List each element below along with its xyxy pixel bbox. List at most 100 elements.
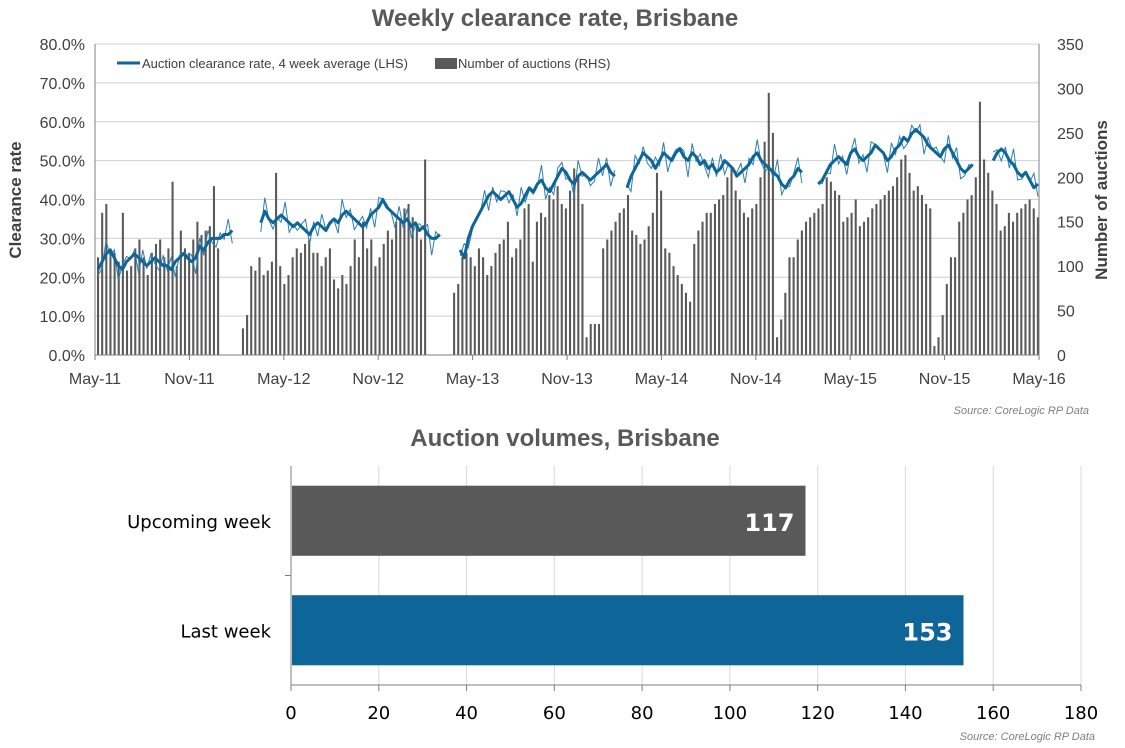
auction-bar	[631, 230, 634, 355]
auction-bar	[515, 248, 518, 355]
auction-bar	[929, 208, 932, 355]
auction-bar	[639, 243, 642, 355]
auction-bar	[933, 346, 936, 355]
auction-bar	[1003, 226, 1006, 355]
auction-bar	[378, 257, 381, 355]
auction-bar	[788, 257, 791, 355]
auction-bar	[751, 208, 754, 355]
auction-bar	[1024, 203, 1027, 355]
volume-category-label: Upcoming week	[127, 512, 271, 533]
auction-bar	[916, 186, 919, 355]
auction-bar	[502, 239, 505, 355]
auction-bar	[978, 101, 981, 355]
auction-bar	[995, 203, 998, 355]
legend-line-label: Auction clearance rate, 4 week average (…	[142, 56, 408, 71]
top-x-tick-label: May-13	[446, 371, 499, 388]
auction-bar	[937, 337, 940, 355]
bottom-x-tick-label: 60	[543, 703, 566, 724]
auction-bar	[403, 208, 406, 355]
right-axis-tick-labels: 0 50 100 150 200 250 300 350	[1057, 37, 1084, 365]
auction-bar	[337, 288, 340, 355]
auction-bar	[328, 248, 331, 355]
auction-bar	[949, 257, 952, 355]
left-axis-tick: 50.0%	[40, 154, 85, 171]
auction-bar	[680, 283, 683, 355]
auction-bar	[188, 252, 191, 355]
auction-bar	[655, 172, 659, 355]
auction-bar	[523, 208, 526, 355]
auction-bar	[713, 203, 716, 355]
left-axis-tick: 80.0%	[40, 37, 85, 54]
auction-bar	[983, 159, 986, 355]
auction-bar	[767, 92, 770, 356]
auction-bar	[966, 199, 969, 355]
top-chart-legend: Auction clearance rate, 4 week average (…	[117, 56, 610, 71]
auction-bar	[341, 275, 344, 355]
auction-bar	[97, 257, 100, 355]
auction-bar	[283, 283, 286, 355]
auction-bar	[469, 257, 472, 355]
auction-bar	[527, 203, 530, 355]
top-chart-gridlines	[95, 43, 1039, 356]
legend-bar-label: Number of auctions (RHS)	[458, 56, 610, 71]
auction-bar	[722, 195, 725, 355]
auction-bar	[999, 230, 1002, 355]
bottom-x-tick-label: 180	[1064, 703, 1098, 724]
auction-bar	[1007, 212, 1010, 355]
legend-bar-swatch	[435, 58, 457, 69]
auction-bar	[349, 266, 352, 355]
auction-bar	[130, 266, 133, 355]
top-chart-source: Source: CoreLogic RP Data	[954, 405, 1089, 417]
auction-bar	[1032, 208, 1035, 355]
auction-bar	[991, 190, 994, 355]
auction-bar	[192, 239, 195, 355]
auction-bar	[738, 199, 741, 355]
auction-bar	[196, 221, 199, 355]
auction-bar	[763, 141, 766, 355]
volume-bar-label: 117	[744, 509, 794, 537]
auction-bar	[941, 315, 944, 355]
auction-bar	[175, 266, 178, 355]
bottom-category-labels: Upcoming week Last week	[127, 512, 271, 643]
auction-bar	[908, 172, 911, 355]
auction-bar	[117, 261, 120, 355]
auction-bar	[664, 248, 667, 355]
top-chart-title: Weekly clearance rate, Brisbane	[372, 5, 738, 32]
auction-bar	[204, 230, 207, 355]
auction-bar	[415, 226, 418, 355]
left-axis-tick: 30.0%	[40, 231, 85, 248]
auction-bar	[370, 239, 373, 355]
auction-bar	[163, 257, 166, 355]
auction-bar	[676, 275, 679, 355]
auction-bar	[838, 195, 841, 355]
auction-bar	[776, 337, 779, 355]
auction-bar	[105, 203, 108, 355]
auction-bar	[610, 230, 613, 355]
auction-bar	[962, 212, 965, 355]
auction-bar	[287, 275, 290, 355]
auction-bar	[494, 252, 497, 355]
auction-bar	[482, 257, 485, 355]
auction-bar	[353, 239, 356, 355]
auction-bar	[411, 217, 414, 355]
auction-bar	[602, 248, 605, 355]
auction-bar	[668, 252, 671, 355]
auction-bar	[958, 221, 961, 355]
auction-bar	[556, 186, 559, 355]
auction-bar	[697, 230, 700, 355]
auction-bar	[904, 155, 907, 355]
auction-bar	[871, 208, 874, 355]
volume-category-label: Last week	[180, 621, 271, 642]
right-axis-tick: 150	[1057, 215, 1084, 232]
auction-bar	[742, 212, 745, 355]
auction-bar	[718, 199, 721, 355]
volume-bar	[292, 485, 806, 556]
auction-bar	[755, 203, 758, 355]
auction-bar	[167, 248, 170, 355]
auction-bar	[179, 230, 182, 355]
auction-bar	[825, 177, 828, 355]
bottom-chart-source: Source: CoreLogic RP Data	[960, 731, 1095, 743]
top-x-tick-label: May-11	[69, 371, 121, 388]
auction-bar	[262, 275, 265, 355]
auction-bar	[920, 195, 923, 355]
